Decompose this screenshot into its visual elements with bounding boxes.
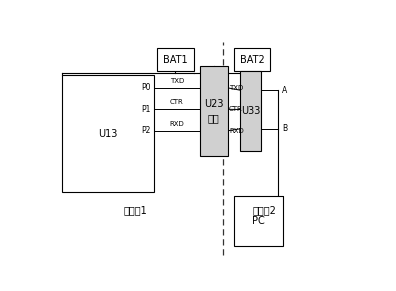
Text: TXD: TXD <box>229 85 243 91</box>
Text: RXD: RXD <box>169 121 184 127</box>
Text: 隔离区1: 隔离区1 <box>124 205 147 215</box>
Text: CTR: CTR <box>170 99 184 105</box>
Text: BAT1: BAT1 <box>163 55 188 65</box>
Bar <box>240 71 261 151</box>
Text: U33: U33 <box>241 106 260 116</box>
Text: B: B <box>282 124 287 133</box>
Bar <box>62 75 154 192</box>
Text: P1: P1 <box>141 105 151 114</box>
Text: 隔离区2: 隔离区2 <box>252 205 276 215</box>
Text: U13: U13 <box>98 129 118 139</box>
Bar <box>234 196 283 246</box>
Bar <box>234 48 270 71</box>
Text: RXD: RXD <box>229 128 244 134</box>
Text: P2: P2 <box>141 126 151 135</box>
Text: A: A <box>282 86 287 95</box>
Bar <box>157 48 194 71</box>
Text: PC: PC <box>252 216 265 226</box>
Text: BAT2: BAT2 <box>240 55 265 65</box>
Text: P0: P0 <box>141 83 151 92</box>
Text: TXD: TXD <box>170 78 184 84</box>
Text: U23
光耦: U23 光耦 <box>204 99 223 123</box>
Bar <box>200 66 228 156</box>
Text: CTR: CTR <box>229 106 243 112</box>
